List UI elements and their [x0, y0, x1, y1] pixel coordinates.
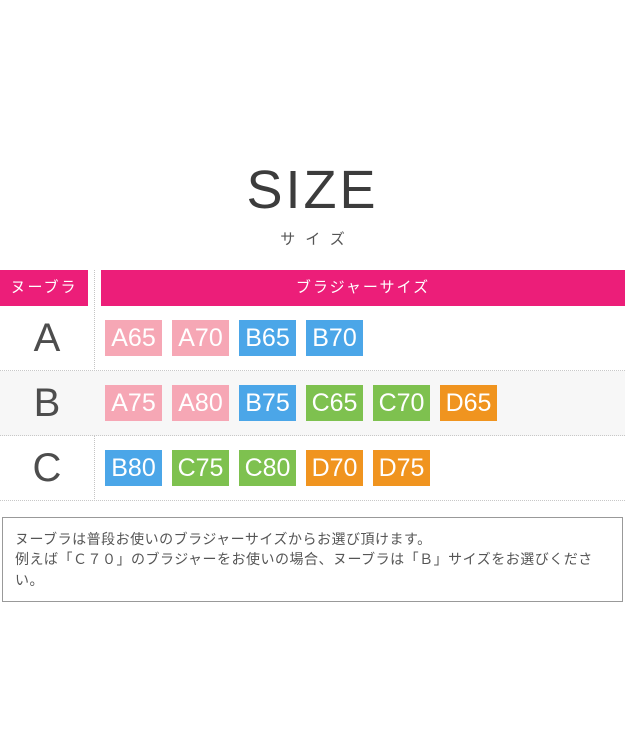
- size-table: ヌーブラ ブラジャーサイズ A A65 A70 B65 B70 B A75 A80 B75 C65…: [0, 270, 625, 501]
- table-row: A A65 A70 B65 B70: [0, 306, 625, 371]
- note-box: ヌーブラは普段お使いのブラジャーサイズからお選び頂けます。 例えば「Ｃ７０」のブ…: [2, 517, 623, 602]
- bra-size-badge-list: B80 C75 C80 D70 D75: [94, 450, 625, 486]
- page-title: SIZE: [246, 160, 379, 220]
- note-line-2: 例えば「Ｃ７０」のブラジャーをお使いの場合、ヌーブラは「Ｂ」サイズをお選びくださ…: [15, 551, 593, 588]
- nubra-size-label: C: [32, 445, 62, 490]
- bra-size-badge: D70: [306, 450, 363, 486]
- bra-size-badge: A80: [172, 385, 229, 421]
- page-subtitle: サイズ: [280, 231, 355, 248]
- header-cell-nubra: ヌーブラ: [0, 270, 88, 306]
- bra-size-badge: A70: [172, 320, 229, 356]
- bra-size-badge: C65: [306, 385, 363, 421]
- nubra-size-label: B: [33, 380, 61, 425]
- table-row: B A75 A80 B75 C65 C70 D65: [0, 371, 625, 436]
- bra-size-badge: C75: [172, 450, 229, 486]
- header-cell-bra-size: ブラジャーサイズ: [101, 270, 625, 306]
- bra-size-badge: C80: [239, 450, 296, 486]
- nubra-size-label: A: [33, 315, 61, 360]
- bra-size-badge: A65: [105, 320, 162, 356]
- bra-size-badge: D75: [373, 450, 430, 486]
- bra-size-badge: A75: [105, 385, 162, 421]
- bra-size-badge: B75: [239, 385, 296, 421]
- table-header-row: ヌーブラ ブラジャーサイズ: [0, 270, 625, 306]
- bra-size-badge: D65: [440, 385, 497, 421]
- table-row: C B80 C75 C80 D70 D75: [0, 436, 625, 501]
- bra-size-badge: C70: [373, 385, 430, 421]
- bra-size-badge: B65: [239, 320, 296, 356]
- bra-size-badge-list: A75 A80 B75 C65 C70 D65: [94, 385, 625, 421]
- note-line-1: ヌーブラは普段お使いのブラジャーサイズからお選び頂けます。: [15, 531, 432, 547]
- table-body: A A65 A70 B65 B70 B A75 A80 B75 C65 C70 D65 C B80 C75 C…: [0, 306, 625, 501]
- bra-size-badge-list: A65 A70 B65 B70: [94, 320, 625, 356]
- bra-size-badge: B70: [306, 320, 363, 356]
- bra-size-badge: B80: [105, 450, 162, 486]
